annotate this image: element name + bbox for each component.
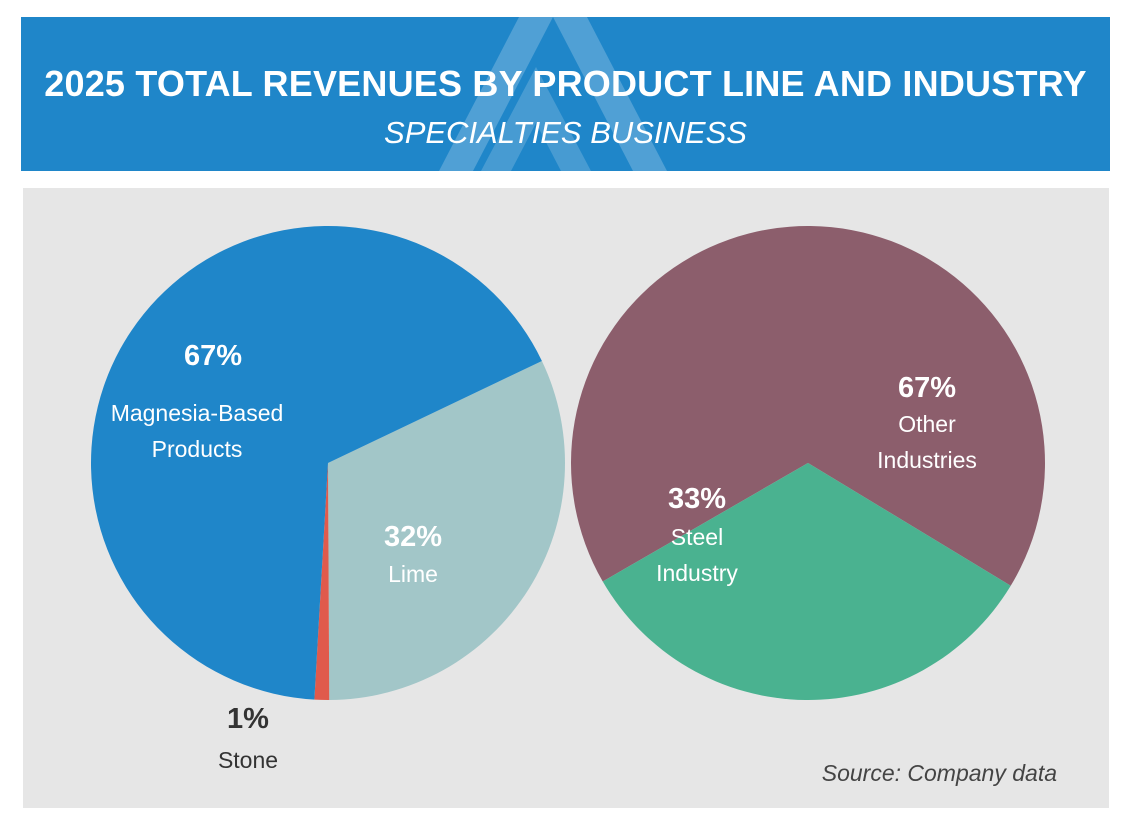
pie-slice-lime [328,360,565,700]
pie-slice-magnesia-based-products [90,226,542,700]
source-note: Source: Company data [821,760,1057,786]
data-label-percent-magnesia-based-products: 67% [184,340,242,372]
data-label-name-steel-industry: Industry [656,560,738,586]
mountain-logo-watermark [439,17,667,171]
pie-slice-steel-industry [602,463,1011,700]
pie-charts: 67% Magnesia-Based Products 32% Lime 1% Stone 6… [90,225,1045,773]
chart-subtitle: SPECIALTIES BUSINESS [384,115,747,150]
data-label-name-steel-industry: Steel [671,524,723,550]
pie-industry [570,225,1045,700]
data-label-percent-steel-industry: 33% [668,483,726,515]
chart-title: 2025 TOTAL REVENUES BY PRODUCT LINE AND … [44,63,1087,104]
pie-labels: 67% Magnesia-Based Products 32% Lime 1% Stone 6… [111,340,977,773]
pie-slice-stone [314,463,330,701]
data-label-name-other-industries: Industries [877,447,977,473]
data-label-name-stone: Stone [218,747,278,773]
header-banner: 2025 TOTAL REVENUES BY PRODUCT LINE AND … [21,17,1110,171]
data-label-percent-stone: 1% [227,703,269,735]
pie-slice-other-industries [570,225,1045,586]
data-label-name-magnesia-based-products: Products [152,436,243,462]
pie-product-line [90,226,565,701]
chart-panel: 67% Magnesia-Based Products 32% Lime 1% Stone 6… [23,188,1109,808]
data-label-name-other-industries: Other [898,411,956,437]
data-label-name-magnesia-based-products: Magnesia-Based [111,400,284,426]
data-label-name-lime: Lime [388,561,438,587]
data-label-percent-other-industries: 67% [898,372,956,404]
data-label-percent-lime: 32% [384,521,442,553]
